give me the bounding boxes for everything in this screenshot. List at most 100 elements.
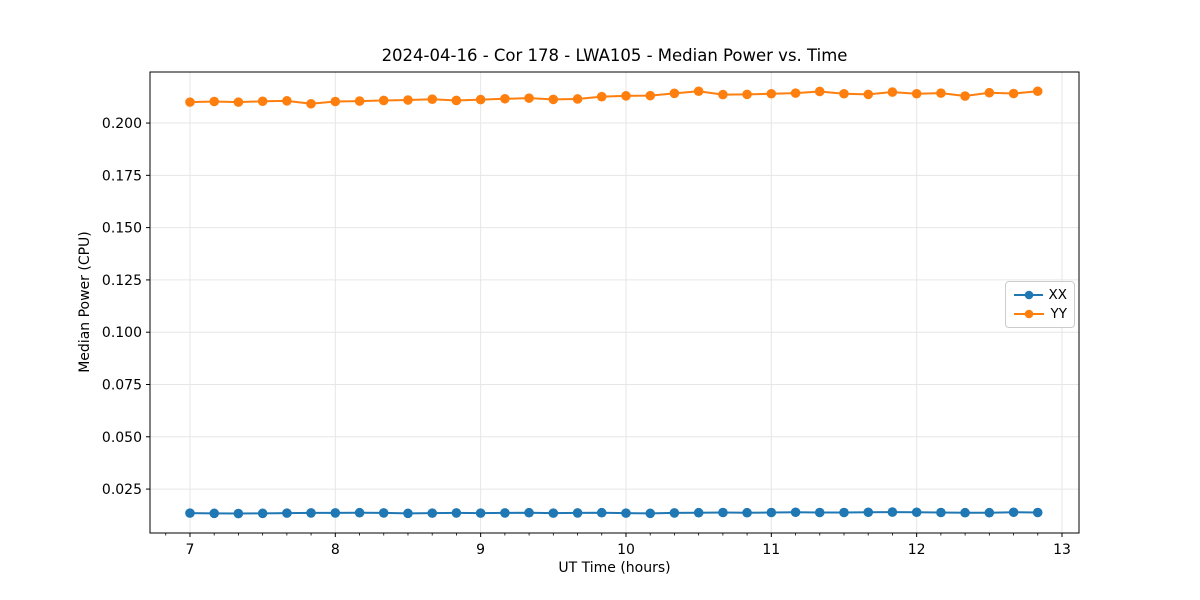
xx-data-marker — [863, 507, 874, 518]
y-tick-label: 0.125 — [102, 273, 142, 289]
yy-data-marker — [766, 88, 777, 99]
xx-data-marker — [209, 508, 220, 519]
yy-data-marker — [645, 90, 656, 101]
yy-data-marker — [209, 96, 220, 107]
yy-data-marker — [839, 88, 849, 99]
xx-data-marker — [451, 508, 462, 518]
xx-swatch-marker-icon — [1024, 290, 1034, 300]
x-tick-label: 13 — [1053, 542, 1071, 558]
yy-data-marker — [572, 94, 583, 104]
yy-data-marker — [984, 87, 995, 98]
y-axis-label: Median Power (CPU) — [77, 231, 93, 373]
xx-data-marker — [790, 507, 801, 518]
yy-data-marker — [911, 88, 922, 99]
xx-data-marker — [766, 507, 777, 518]
xx-data-marker — [257, 508, 268, 519]
yy-data-marker — [693, 86, 704, 97]
y-tick-label: 0.050 — [102, 430, 142, 446]
xx-data-marker — [887, 507, 898, 517]
yy-data-marker — [621, 91, 631, 101]
xx-data-marker — [839, 507, 849, 518]
x-tick-label: 8 — [331, 542, 340, 558]
xx-data-marker — [233, 508, 244, 519]
legend: XX YY — [1005, 281, 1075, 328]
xx-data-marker — [524, 507, 534, 518]
legend-label-xx: XX — [1048, 287, 1068, 303]
yy-data-marker — [742, 89, 752, 100]
y-tick-label: 0.175 — [102, 168, 142, 184]
yy-data-marker — [475, 94, 486, 105]
xx-series-line — [188, 511, 1039, 515]
xx-data-marker — [185, 508, 195, 518]
xx-data-marker — [354, 507, 365, 518]
x-tick-label: 12 — [908, 542, 926, 558]
y-tick-label: 0.150 — [102, 221, 142, 237]
xx-data-marker — [306, 508, 316, 518]
yy-data-marker — [378, 95, 389, 106]
yy-data-marker — [548, 94, 559, 105]
x-axis-label: UT Time (hours) — [558, 560, 671, 576]
xx-data-marker — [596, 507, 607, 518]
yy-data-marker — [233, 97, 244, 107]
xx-data-marker — [936, 507, 946, 518]
yy-data-marker — [814, 86, 825, 97]
yy-data-marker — [257, 96, 268, 107]
yy-data-marker — [500, 93, 510, 104]
x-tick-label: 10 — [617, 542, 635, 558]
chart-title: 2024-04-16 - Cor 178 - LWA105 - Median P… — [381, 46, 848, 65]
xx-data-marker — [693, 507, 704, 518]
yy-data-marker — [354, 96, 365, 106]
yy-series-swatch — [1014, 309, 1044, 319]
xx-data-marker — [742, 507, 752, 518]
yy-data-marker — [863, 89, 874, 100]
yy-data-marker — [282, 96, 292, 106]
axes-spines — [149, 71, 1080, 534]
y-tick-label: 0.025 — [102, 482, 142, 498]
yy-data-marker — [427, 94, 438, 104]
legend-label-yy: YY — [1050, 306, 1068, 322]
xx-data-marker — [960, 507, 970, 518]
yy-data-marker — [403, 95, 413, 105]
x-tick-label: 7 — [186, 542, 195, 558]
legend-entry-yy: YY — [1013, 306, 1067, 322]
x-tick-label: 11 — [762, 542, 780, 558]
xx-data-marker — [911, 507, 922, 518]
yy-data-marker — [1032, 86, 1043, 97]
yy-data-marker — [790, 88, 801, 98]
yy-data-marker — [306, 98, 316, 109]
xx-data-marker — [814, 507, 825, 518]
yy-swatch-marker-icon — [1024, 309, 1034, 319]
yy-data-marker — [185, 97, 195, 107]
xx-data-marker — [1032, 507, 1043, 518]
yy-data-marker — [936, 88, 946, 98]
xx-data-marker — [330, 508, 341, 518]
x-tick-label: 9 — [476, 542, 485, 558]
y-tick-label: 0.075 — [102, 377, 142, 393]
xx-data-marker — [1008, 507, 1019, 518]
yy-data-marker — [887, 87, 898, 97]
yy-data-marker — [718, 89, 728, 100]
xx-data-marker — [984, 507, 995, 518]
xx-data-marker — [669, 508, 680, 518]
xx-data-marker — [621, 508, 631, 518]
xx-data-marker — [378, 508, 389, 518]
yy-data-marker — [451, 95, 462, 106]
xx-data-marker — [572, 508, 583, 518]
xx-data-marker — [718, 507, 728, 518]
yy-data-marker — [1008, 88, 1019, 99]
xx-data-marker — [500, 508, 510, 518]
yy-data-marker — [330, 96, 341, 107]
xx-data-marker — [475, 508, 486, 518]
y-tick-label: 0.200 — [102, 116, 142, 132]
yy-data-marker — [960, 91, 970, 101]
yy-data-marker — [669, 88, 680, 99]
yy-series-line — [188, 90, 1039, 105]
yy-data-marker — [596, 91, 607, 102]
yy-data-marker — [524, 93, 534, 103]
xx-series-swatch — [1014, 290, 1043, 300]
xx-data-marker — [403, 508, 413, 519]
xx-data-marker — [427, 508, 438, 518]
xx-data-marker — [282, 508, 292, 518]
